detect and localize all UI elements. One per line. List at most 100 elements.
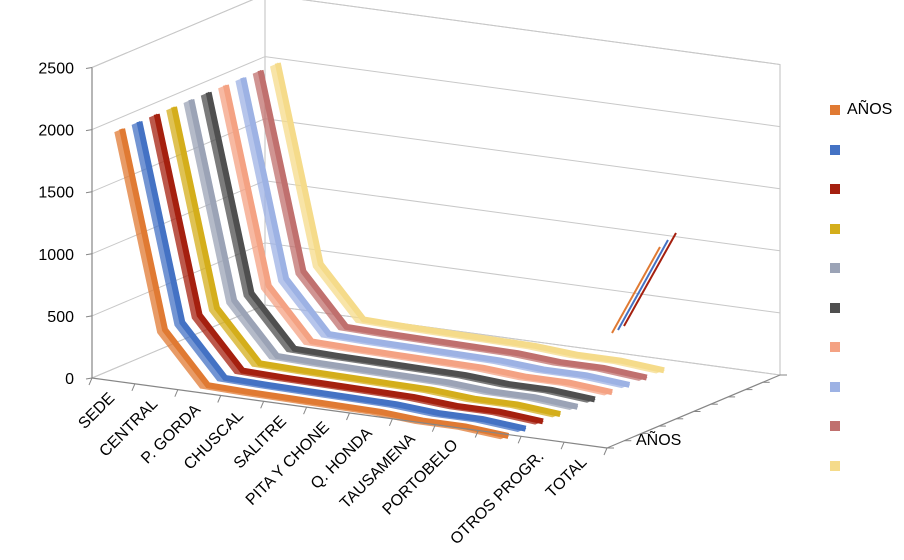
data-point: [336, 404, 338, 406]
data-point: [276, 355, 278, 357]
data-point: [190, 99, 192, 101]
data-point: [568, 382, 570, 384]
y-tick-mark: [85, 315, 93, 318]
y-tick-label: 0: [65, 371, 74, 388]
data-point: [414, 347, 416, 349]
data-point: [551, 389, 553, 391]
data-point: [310, 390, 312, 392]
legend-swatch: [830, 105, 840, 115]
series-line: [274, 62, 665, 374]
x-tick-mark: [517, 436, 522, 444]
legend-swatch: [830, 421, 840, 431]
legend-swatch: [830, 184, 840, 194]
data-point: [242, 370, 244, 372]
legend-swatch: [830, 381, 840, 392]
data-point: [302, 369, 304, 371]
data-point: [482, 418, 484, 420]
data-point: [379, 411, 381, 413]
series-9: [252, 69, 648, 381]
data-point: [181, 321, 183, 323]
legend-swatch: [830, 223, 840, 234]
data-point: [559, 413, 561, 415]
legend-swatch: [830, 144, 840, 155]
legend-item: [830, 298, 902, 338]
data-point: [388, 382, 390, 384]
data-point: [464, 425, 466, 427]
data-point: [225, 84, 227, 86]
x-tick-mark: [217, 395, 222, 403]
legend-item: [830, 416, 902, 456]
data-point: [345, 326, 347, 328]
data-point: [284, 377, 286, 379]
x-tick-label: OTROS PROGR.: [447, 448, 547, 548]
data-point: [293, 398, 295, 400]
data-point: [156, 113, 158, 115]
data-point: [207, 384, 209, 386]
y-tick-label: 1500: [38, 185, 74, 202]
x-tick-mark: [260, 401, 265, 409]
x-tick-label: PITA Y CHONE: [243, 419, 333, 509]
data-point: [371, 340, 373, 342]
x-tick-label: SEDE: [75, 390, 118, 433]
series-4: [166, 106, 561, 418]
legend-swatch: [830, 342, 840, 352]
legend-item: [830, 337, 902, 377]
legend-swatch: [830, 302, 840, 313]
data-point: [457, 353, 459, 355]
data-point: [406, 326, 408, 328]
x-tick-mark: [346, 412, 350, 421]
x-tick-mark: [474, 430, 479, 438]
data-point: [251, 292, 253, 294]
series-line: [205, 91, 596, 403]
data-point: [603, 367, 605, 369]
x-tick-mark: [560, 441, 565, 450]
series-line: [257, 69, 648, 381]
series-line: [119, 128, 510, 439]
series-6: [200, 91, 596, 403]
data-point: [388, 333, 390, 335]
data-point: [311, 340, 313, 342]
legend-swatch: [830, 460, 840, 471]
y-tick-label: 1000: [38, 247, 74, 264]
data-point: [413, 396, 415, 398]
data-point: [517, 352, 519, 354]
legend-item: [830, 140, 902, 180]
y-tick-mark: [85, 377, 93, 380]
data-point: [242, 77, 244, 79]
data-point: [499, 411, 501, 413]
data-point: [456, 405, 458, 407]
data-point: [336, 355, 338, 357]
legend-item: [830, 219, 902, 259]
data-point: [542, 420, 544, 422]
data-point: [173, 106, 175, 108]
y-axis-ticks: 0 500 1000 1500 2000 2500: [38, 61, 93, 388]
series-line: [240, 77, 631, 388]
legend-item: [830, 377, 902, 417]
data-point: [362, 369, 364, 371]
y-tick-mark: [85, 67, 93, 69]
data-point: [363, 319, 365, 321]
data-point: [508, 383, 510, 385]
depth-tick-label: AÑOS: [636, 429, 681, 449]
data-point: [277, 62, 279, 64]
legend-item: [830, 456, 902, 496]
series-line: [188, 99, 579, 410]
data-point: [577, 354, 579, 356]
data-point: [319, 362, 321, 364]
data-point: [224, 377, 226, 379]
data-point: [379, 361, 381, 363]
data-point: [439, 412, 441, 414]
data-point: [208, 91, 210, 93]
data-point: [431, 339, 433, 341]
data-point: [448, 381, 450, 383]
data-point: [465, 374, 467, 376]
data-point: [327, 383, 329, 385]
series-3: [148, 113, 544, 425]
x-tick-mark: [603, 447, 608, 456]
y-tick-mark: [85, 191, 93, 194]
chart-legend: AÑOS: [830, 100, 902, 495]
x-tick-mark: [303, 406, 308, 415]
data-point: [473, 398, 475, 400]
x-tick-mark: [431, 424, 436, 432]
